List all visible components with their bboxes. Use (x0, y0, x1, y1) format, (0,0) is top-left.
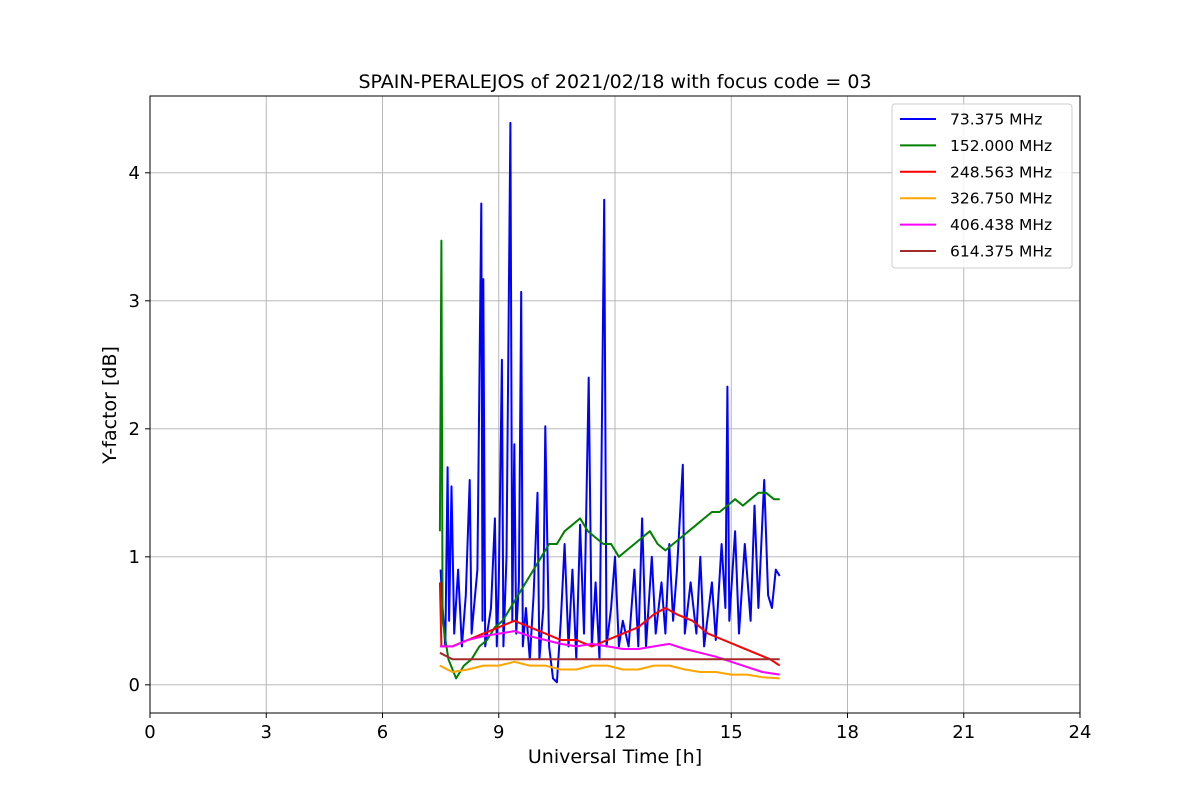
series-line-0 (439, 121, 781, 684)
series-layer (438, 121, 781, 684)
legend-label: 152.000 MHz (950, 137, 1052, 155)
legend-label: 614.375 MHz (950, 243, 1052, 261)
y-tick-label: 2 (129, 419, 140, 440)
legend: 73.375 MHz 152.000 MHz 248.563 MHz 326.750 … (891, 103, 1073, 269)
y-tick-label: 4 (129, 163, 140, 184)
x-tick-label: 9 (493, 722, 504, 743)
y-axis-title: Y-factor [dB] (99, 346, 121, 465)
series-line-1 (438, 239, 780, 680)
y-tick-label: 0 (129, 675, 140, 696)
series-line-5 (439, 651, 780, 661)
x-tick-label: 18 (836, 722, 859, 743)
legend-box (891, 103, 1073, 269)
legend-label: 73.375 MHz (950, 111, 1042, 129)
x-tick-label: 3 (261, 722, 272, 743)
x-tick-label: 6 (377, 722, 388, 743)
x-tick-label: 21 (952, 722, 975, 743)
x-tick-label: 24 (1069, 722, 1092, 743)
series-line-2 (438, 582, 781, 667)
chart-title: SPAIN-PERALEJOS of 2021/02/18 with focus… (358, 71, 871, 93)
legend-label: 248.563 MHz (950, 163, 1052, 181)
y-tick-label: 3 (129, 291, 140, 312)
x-axis-title: Universal Time [h] (528, 746, 702, 768)
x-tick-label: 15 (720, 722, 743, 743)
series-line-3 (439, 660, 780, 680)
y-tick-label: 1 (129, 547, 140, 568)
x-tick-label: 12 (604, 722, 627, 743)
legend-label: 406.438 MHz (950, 216, 1052, 234)
x-tick-label: 0 (144, 722, 155, 743)
plot-area (438, 121, 781, 684)
legend-label: 326.750 MHz (950, 190, 1052, 208)
